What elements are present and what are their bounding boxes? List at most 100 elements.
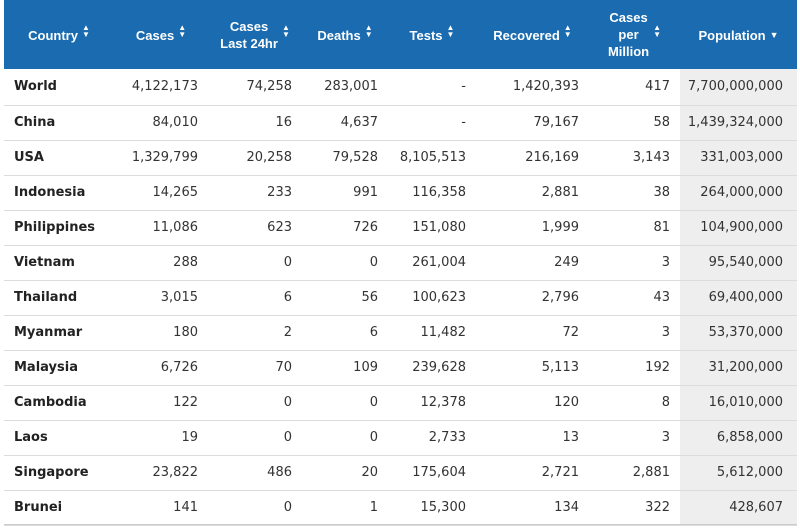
table-row: Vietnam 288 0 0 261,004 249 3 95,540,000 xyxy=(4,245,797,280)
cell-country: Malaysia xyxy=(14,360,78,375)
cell-cases-per-million: 2,881 xyxy=(632,465,670,480)
cell-recovered: 2,796 xyxy=(541,290,579,305)
cell-country: Indonesia xyxy=(14,185,86,200)
cell-deaths: 726 xyxy=(353,220,378,235)
column-header-recovered[interactable]: Recovered ▲ ▼ xyxy=(476,0,589,69)
column-header-tests[interactable]: Tests ▲ ▼ xyxy=(388,0,476,69)
sort-both-icon[interactable]: ▲ ▼ xyxy=(364,23,373,40)
cell-recovered: 2,721 xyxy=(541,465,579,480)
cell-cases-24hr: 70 xyxy=(275,360,292,375)
cell-cases-per-million: 58 xyxy=(653,115,670,130)
cell-cases: 19 xyxy=(181,430,198,445)
sort-both-icon[interactable]: ▲ ▼ xyxy=(446,23,455,40)
table-row: Brunei 141 0 1 15,300 134 322 428,607 xyxy=(4,490,797,525)
cell-population: 6,858,000 xyxy=(680,420,797,455)
cell-cases-per-million: 417 xyxy=(645,79,670,95)
cell-cases-per-million: 38 xyxy=(653,185,670,200)
column-header-deaths[interactable]: Deaths ▲ ▼ xyxy=(302,0,388,69)
cell-deaths: 56 xyxy=(361,290,378,305)
cell-cases: 11,086 xyxy=(152,220,199,235)
cell-population: 95,540,000 xyxy=(680,245,797,280)
column-header-cases[interactable]: Cases ▲ ▼ xyxy=(114,0,208,69)
table-row: Singapore 23,822 486 20 175,604 2,721 2,881 5,6… xyxy=(4,455,797,490)
cell-cases-per-million: 3 xyxy=(661,255,670,270)
cell-country: Cambodia xyxy=(14,395,87,410)
cell-cases: 122 xyxy=(173,395,198,410)
cell-deaths: 4,637 xyxy=(340,115,378,130)
cell-cases-24hr: 623 xyxy=(267,220,292,235)
cell-cases: 3,015 xyxy=(160,290,198,305)
cell-recovered: 5,113 xyxy=(541,360,579,375)
cell-cases: 1,329,799 xyxy=(131,150,198,165)
column-header-population[interactable]: Population ▼ xyxy=(680,0,797,69)
cell-cases-24hr: 2 xyxy=(283,325,292,340)
cell-tests: 151,080 xyxy=(412,220,466,235)
cell-tests: 15,300 xyxy=(420,500,467,515)
cell-tests: 11,482 xyxy=(420,325,467,340)
table-row: USA 1,329,799 20,258 79,528 8,105,513 216,169… xyxy=(4,140,797,175)
cell-deaths: 109 xyxy=(353,360,378,375)
cell-country: Thailand xyxy=(14,290,78,305)
column-header-cases-per-million[interactable]: Cases per Million ▲ ▼ xyxy=(589,0,680,69)
cell-cases-24hr: 0 xyxy=(283,430,292,445)
cell-cases-per-million: 322 xyxy=(645,500,670,515)
sort-both-icon[interactable]: ▲ ▼ xyxy=(653,22,662,39)
cell-recovered: 120 xyxy=(554,395,579,410)
sort-both-icon[interactable]: ▲ ▼ xyxy=(563,23,572,40)
cell-cases: 14,265 xyxy=(152,185,199,200)
table-row: Indonesia 14,265 233 991 116,358 2,881 38 264,0… xyxy=(4,175,797,210)
cell-tests: 116,358 xyxy=(412,185,466,200)
cell-country: Laos xyxy=(14,430,48,445)
cell-cases-24hr: 486 xyxy=(267,465,292,480)
cell-cases-per-million: 3 xyxy=(661,325,670,340)
sort-both-icon[interactable]: ▲ ▼ xyxy=(281,22,290,39)
cell-cases-per-million: 3,143 xyxy=(632,150,670,165)
column-header-label: Cases xyxy=(135,27,175,43)
cell-deaths: 991 xyxy=(353,185,378,200)
column-header-label: Population xyxy=(698,27,766,43)
cell-population: 104,900,000 xyxy=(680,210,797,245)
cell-country: Brunei xyxy=(14,500,63,515)
cell-population: 331,003,000 xyxy=(680,140,797,175)
cell-tests: 2,733 xyxy=(428,430,466,445)
cell-population: 5,612,000 xyxy=(680,455,797,490)
cell-country: World xyxy=(14,79,57,95)
column-header-label: Deaths xyxy=(317,27,361,43)
cell-deaths: 6 xyxy=(369,325,378,340)
table-row: China 84,010 16 4,637 - 79,167 58 1,439,324,000 xyxy=(4,105,797,140)
sort-both-icon[interactable]: ▲ ▼ xyxy=(178,23,187,40)
cell-country: Vietnam xyxy=(14,255,75,270)
cell-cases-24hr: 0 xyxy=(283,500,292,515)
column-header-label: Country xyxy=(28,27,78,43)
column-header-country[interactable]: Country ▲ ▼ xyxy=(4,0,114,69)
cell-cases-24hr: 6 xyxy=(283,290,292,305)
cell-population: 264,000,000 xyxy=(680,175,797,210)
column-header-label: Cases per Million xyxy=(607,10,650,59)
cell-recovered: 249 xyxy=(554,255,579,270)
cell-cases: 23,822 xyxy=(152,465,199,480)
cell-deaths: 79,528 xyxy=(332,150,379,165)
table-row: Philippines 11,086 623 726 151,080 1,999 81 104… xyxy=(4,210,797,245)
sort-both-icon[interactable]: ▲ ▼ xyxy=(81,23,90,40)
cell-population: 1,439,324,000 xyxy=(680,105,797,140)
cell-cases: 288 xyxy=(173,255,198,270)
sort-desc-icon[interactable]: ▼ xyxy=(769,29,779,40)
cell-recovered: 2,881 xyxy=(541,185,579,200)
column-header-label: Cases Last 24hr xyxy=(220,18,278,51)
cell-deaths: 0 xyxy=(369,430,378,445)
cell-tests: 239,628 xyxy=(412,360,466,375)
cell-cases: 141 xyxy=(173,500,198,515)
table-bottom-border xyxy=(4,524,797,525)
cell-country: China xyxy=(14,115,56,130)
column-header-cases-24hr[interactable]: Cases Last 24hr ▲ ▼ xyxy=(208,0,302,69)
cell-tests: - xyxy=(461,79,466,95)
cell-deaths: 20 xyxy=(361,465,378,480)
cell-country: Myanmar xyxy=(14,325,83,340)
cell-tests: 261,004 xyxy=(412,255,466,270)
cell-recovered: 72 xyxy=(562,325,579,340)
table-row: Thailand 3,015 6 56 100,623 2,796 43 69,400,000 xyxy=(4,280,797,315)
cell-cases-per-million: 192 xyxy=(645,360,670,375)
cell-cases-24hr: 74,258 xyxy=(246,79,293,95)
table-header-row: Country ▲ ▼ Cases ▲ ▼ Cases Last 24hr ▲ ▼ Deaths ▲ ▼… xyxy=(4,0,797,69)
cell-cases-24hr: 0 xyxy=(283,255,292,270)
